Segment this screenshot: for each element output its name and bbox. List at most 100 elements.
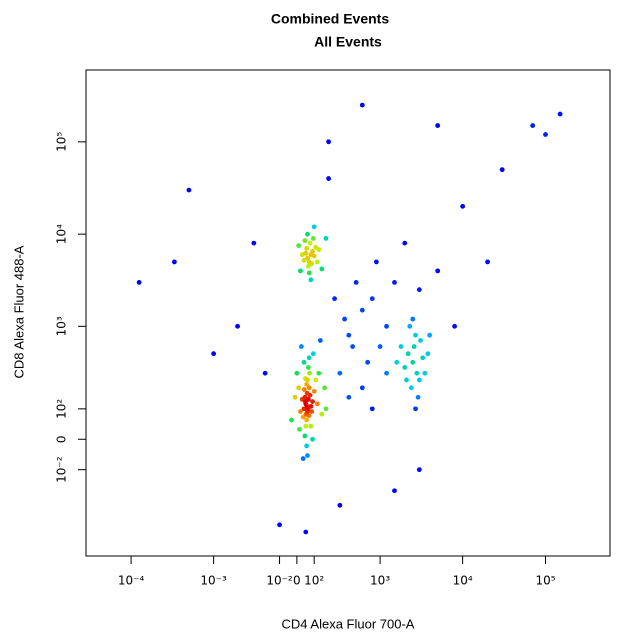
event-point (407, 323, 413, 329)
event-point (319, 411, 325, 417)
event-point (136, 280, 142, 285)
event-point (322, 385, 328, 391)
event-point (277, 522, 282, 528)
y-tick-label: 10² (55, 399, 69, 419)
event-point (460, 203, 466, 209)
event-point (306, 270, 312, 276)
event-point (384, 323, 389, 329)
x-tick-label: 10⁵ (535, 574, 555, 588)
event-point (304, 417, 310, 423)
event-point (186, 187, 192, 193)
event-point (235, 323, 240, 329)
event-point (305, 255, 310, 261)
event-point (485, 259, 490, 265)
event-point (304, 246, 310, 251)
event-point (410, 359, 416, 365)
event-point (557, 111, 563, 117)
event-point (411, 344, 417, 349)
event-point (392, 280, 397, 285)
event-point (323, 406, 329, 412)
points (136, 102, 563, 535)
event-point (499, 167, 505, 173)
event-point (416, 287, 422, 293)
event-point (435, 123, 441, 128)
event-point (305, 231, 310, 237)
event-point (309, 409, 315, 414)
event-point (308, 277, 314, 283)
event-point (332, 296, 337, 302)
event-point (313, 377, 319, 383)
event-point (353, 280, 359, 285)
event-point (405, 351, 411, 357)
event-point (422, 370, 428, 376)
event-point (317, 338, 323, 343)
event-point (413, 332, 418, 338)
x-tick-label: 10⁻⁴ (118, 574, 145, 588)
event-point (415, 394, 421, 400)
event-point (311, 224, 317, 230)
chart-subtitle: All Events (314, 34, 382, 50)
x-tick-label: 10² (304, 574, 324, 588)
event-point (308, 423, 314, 429)
x-tick-label: 10³ (370, 574, 390, 588)
event-point (306, 385, 312, 391)
event-point (307, 392, 313, 398)
event-point (211, 351, 217, 357)
event-point (305, 396, 311, 402)
event-point (410, 316, 416, 322)
event-point (310, 436, 315, 442)
event-point (302, 394, 308, 400)
event-point (346, 332, 352, 338)
event-point (413, 406, 418, 412)
event-point (307, 240, 313, 246)
event-point (305, 365, 311, 370)
event-point (304, 443, 310, 449)
event-point (369, 406, 375, 412)
event-point (359, 307, 365, 313)
event-point (359, 385, 365, 391)
event-point (408, 385, 414, 391)
event-point (262, 370, 268, 376)
event-point (319, 266, 325, 272)
plot-frame (85, 69, 611, 557)
event-point (304, 382, 310, 387)
x-axis-label: CD4 Alexa Fluor 700-A (282, 616, 415, 631)
event-point (384, 370, 389, 376)
event-point (310, 351, 316, 357)
event-point (311, 388, 317, 394)
x-tick-label: 10⁴ (453, 574, 473, 588)
event-point (420, 355, 426, 361)
event-point (350, 344, 356, 349)
event-point (427, 332, 433, 338)
event-point (292, 394, 298, 400)
event-point (326, 139, 331, 145)
event-point (301, 359, 307, 365)
event-point (303, 401, 309, 407)
event-point (303, 423, 309, 429)
event-point (310, 235, 316, 241)
event-point (402, 240, 408, 246)
event-point (305, 453, 310, 458)
event-point (452, 323, 457, 329)
event-point (307, 370, 312, 376)
y-tick-label: 10⁴ (55, 224, 69, 244)
x-tick-label: 10⁻² (266, 574, 293, 588)
event-point (435, 268, 441, 274)
event-point (310, 399, 315, 405)
event-point (314, 259, 320, 265)
event-point (359, 102, 365, 108)
event-point (402, 365, 408, 370)
y-tick-label: 10⁻² (55, 456, 69, 483)
event-point (316, 370, 322, 376)
event-point (530, 123, 536, 128)
event-point (313, 244, 319, 250)
event-point (337, 502, 343, 508)
y-tick-label: 0 (55, 435, 69, 443)
event-point (298, 409, 303, 414)
event-point (303, 250, 309, 256)
event-point (308, 252, 314, 258)
event-point (289, 417, 294, 423)
y-tick-label: 10⁵ (55, 132, 69, 152)
